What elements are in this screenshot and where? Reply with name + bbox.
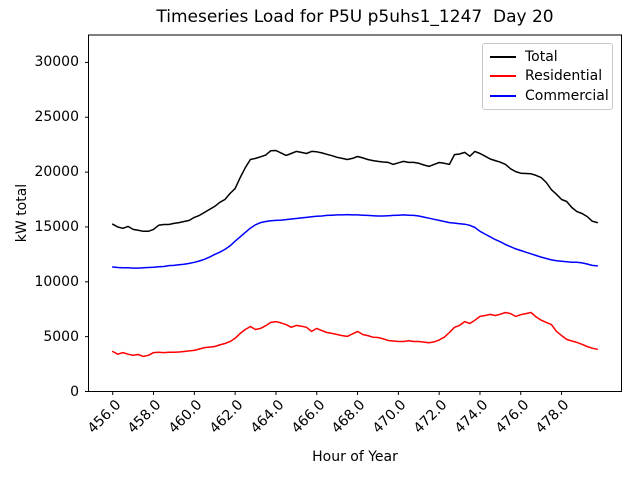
legend-label-total: Total <box>525 48 558 65</box>
legend-line-sample-commercial <box>490 95 516 98</box>
y-tick-label: 30000 <box>34 54 79 71</box>
chart-title: Timeseries Load for P5U p5uhs1_1247 Day … <box>156 7 554 27</box>
legend-item-commercial: Commercial <box>490 87 610 105</box>
legend-item-total: Total <box>490 48 610 66</box>
y-tick-label: 20000 <box>34 164 79 181</box>
x-axis-label: Hour of Year <box>312 449 398 465</box>
legend-line-sample-total <box>490 55 516 58</box>
legend-label-residential: Residential <box>525 68 603 85</box>
y-tick-label: 15000 <box>34 218 79 235</box>
y-tick-label: 5000 <box>43 328 79 345</box>
y-tick-label: 0 <box>70 383 79 400</box>
y-tick-label: 25000 <box>34 109 79 126</box>
legend-label-commercial: Commercial <box>525 88 609 105</box>
legend-item-residential: Residential <box>490 67 610 85</box>
legend-line-sample-residential <box>490 75 516 78</box>
y-axis-label: kW total <box>14 183 30 243</box>
y-tick-label: 10000 <box>34 273 79 290</box>
legend: Total Residential Commercial <box>482 43 613 110</box>
